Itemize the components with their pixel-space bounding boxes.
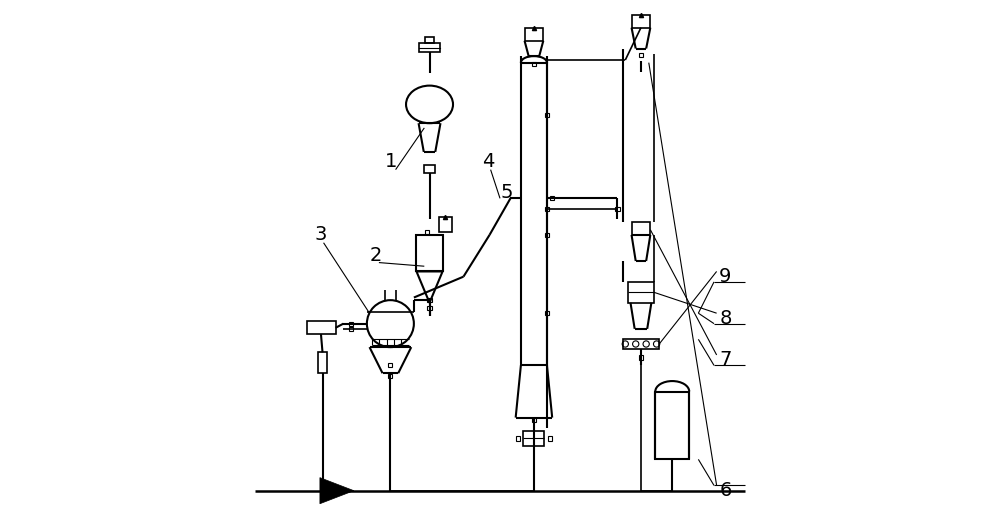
Bar <box>532 418 536 422</box>
Bar <box>427 298 432 302</box>
Polygon shape <box>320 478 354 504</box>
Bar <box>523 431 544 446</box>
Text: 3: 3 <box>315 225 327 244</box>
Bar <box>545 311 549 315</box>
Text: 4: 4 <box>482 152 494 171</box>
Bar <box>623 339 659 349</box>
Bar <box>307 321 336 334</box>
Text: 7: 7 <box>719 350 732 370</box>
Bar <box>388 363 392 367</box>
Bar <box>318 352 327 373</box>
Bar <box>516 436 520 441</box>
Bar <box>521 63 547 365</box>
Bar <box>416 235 443 271</box>
Bar <box>545 207 549 211</box>
Bar <box>525 28 543 41</box>
Text: 1: 1 <box>385 152 398 171</box>
Bar <box>545 113 549 117</box>
Bar <box>655 392 689 459</box>
Bar <box>419 43 440 52</box>
Bar <box>628 282 654 303</box>
Bar <box>632 222 650 235</box>
Bar <box>425 230 429 234</box>
Bar <box>388 374 392 378</box>
Text: 2: 2 <box>370 246 382 265</box>
Bar <box>615 207 620 211</box>
Text: 6: 6 <box>719 481 732 500</box>
Bar <box>424 165 435 173</box>
Bar <box>349 322 353 326</box>
Text: 8: 8 <box>719 309 732 328</box>
Bar <box>349 327 353 331</box>
Bar <box>532 62 536 66</box>
Bar <box>548 436 552 441</box>
Bar <box>550 196 554 200</box>
Bar <box>639 53 643 57</box>
Bar <box>632 15 650 28</box>
Bar <box>639 355 643 360</box>
Text: 5: 5 <box>500 183 512 203</box>
Bar <box>425 37 434 43</box>
Bar <box>439 217 452 232</box>
Text: 9: 9 <box>719 267 732 286</box>
Bar <box>545 233 549 237</box>
Bar <box>427 306 432 310</box>
